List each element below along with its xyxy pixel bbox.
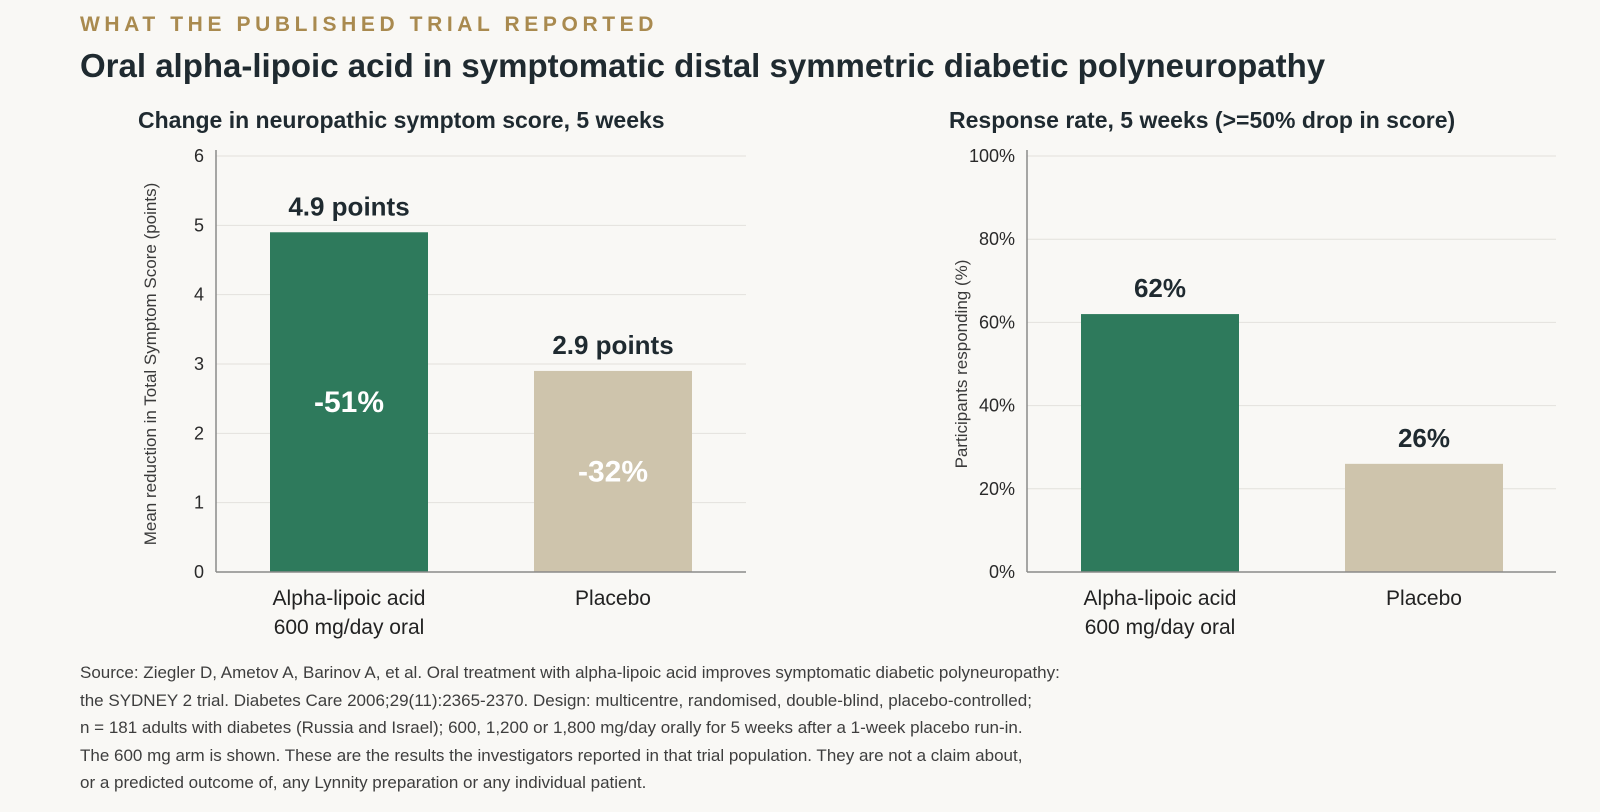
- bar-value-label: 62%: [1134, 273, 1186, 303]
- bar-value-label: 26%: [1398, 423, 1450, 453]
- y-tick-label: 60%: [979, 312, 1015, 332]
- y-tick-label: 80%: [979, 229, 1015, 249]
- x-tick-label: 600 mg/day oral: [1085, 616, 1236, 639]
- source-line: the SYDNEY 2 trial. Diabetes Care 2006;2…: [80, 690, 1032, 710]
- source-line: or a predicted outcome of, any Lynnity p…: [80, 773, 647, 792]
- x-tick-label: Placebo: [1386, 587, 1462, 610]
- bar: [1081, 314, 1239, 572]
- bar-value-label: 2.9 points: [552, 330, 673, 360]
- y-tick-label: 4: [194, 285, 204, 305]
- y-axis-label: Participants responding (%): [952, 260, 971, 469]
- symptom-score-chart: Change in neuropathic symptom score, 5 w…: [138, 107, 746, 639]
- y-tick-label: 5: [194, 215, 204, 235]
- bar: [1345, 463, 1503, 572]
- source-line: n = 181 adults with diabetes (Russia and…: [80, 718, 1023, 737]
- chart-title: Change in neuropathic symptom score, 5 w…: [138, 107, 665, 133]
- page-title: Oral alpha-lipoic acid in symptomatic di…: [80, 47, 1326, 84]
- y-tick-label: 20%: [979, 479, 1015, 499]
- x-tick-label: Alpha-lipoic acid: [1084, 587, 1237, 610]
- source-line: Source: Ziegler D, Ametov A, Barinov A, …: [80, 663, 1060, 682]
- y-tick-label: 0%: [989, 562, 1015, 582]
- source-note: Source: Ziegler D, Ametov A, Barinov A, …: [80, 659, 1280, 797]
- y-tick-label: 0: [194, 562, 204, 582]
- y-tick-label: 3: [194, 354, 204, 374]
- eyebrow-label: WHAT THE PUBLISHED TRIAL REPORTED: [80, 13, 659, 36]
- response-rate-chart: Response rate, 5 weeks (>=50% drop in sc…: [949, 107, 1556, 639]
- bar-inner-label: -32%: [578, 455, 648, 488]
- source-line: The 600 mg arm is shown. These are the r…: [80, 745, 1023, 765]
- chart-title: Response rate, 5 weeks (>=50% drop in sc…: [949, 107, 1455, 133]
- bar-inner-label: -51%: [314, 386, 384, 419]
- y-axis-label: Mean reduction in Total Symptom Score (p…: [141, 183, 160, 546]
- bar-value-label: 4.9 points: [288, 191, 409, 221]
- y-tick-label: 6: [194, 146, 204, 166]
- y-tick-label: 2: [194, 423, 204, 443]
- bar: [534, 370, 692, 572]
- x-tick-label: Placebo: [575, 587, 651, 610]
- y-tick-label: 100%: [969, 146, 1015, 166]
- y-tick-label: 40%: [979, 396, 1015, 416]
- x-tick-label: 600 mg/day oral: [274, 616, 425, 639]
- x-tick-label: Alpha-lipoic acid: [273, 587, 426, 610]
- y-tick-label: 1: [194, 493, 204, 513]
- bar: [270, 232, 428, 572]
